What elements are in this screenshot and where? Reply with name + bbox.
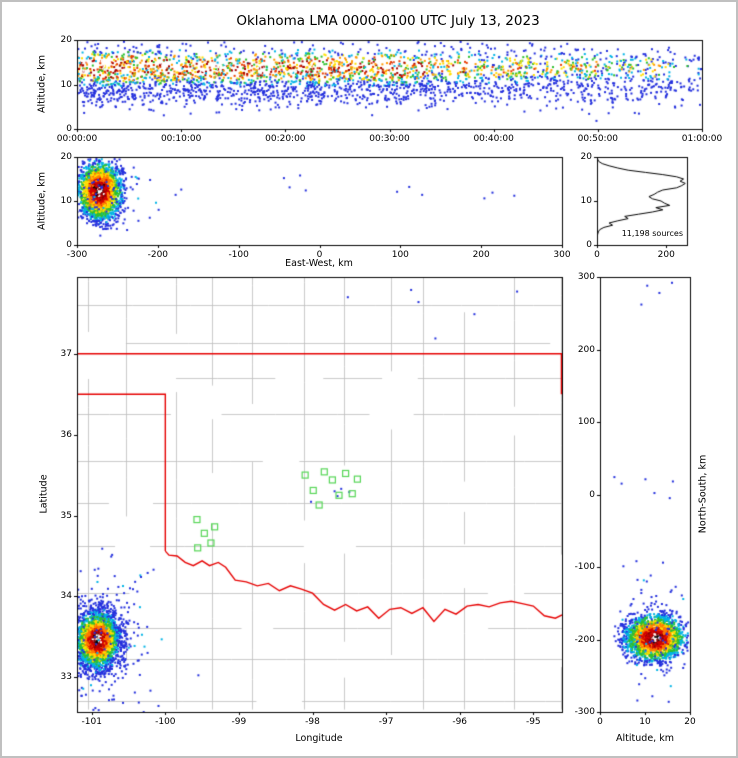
ns-x-tick-label: 0 bbox=[597, 717, 603, 727]
ew-panel-ylabel: Altitude, km bbox=[36, 172, 48, 230]
map-x-tick-label: -98 bbox=[305, 717, 320, 727]
ns-y-tick-label: 100 bbox=[577, 417, 595, 427]
ew-x-tick-label: -200 bbox=[147, 250, 169, 260]
ew-x-tick-label: -300 bbox=[66, 250, 88, 260]
ns-y-tick-label: 0 bbox=[589, 489, 595, 500]
ns-y-tick-label: -300 bbox=[574, 707, 595, 717]
time-x-tick-label: 00:50:00 bbox=[577, 134, 619, 144]
map-x-tick-label: -101 bbox=[81, 717, 102, 727]
ew-x-tick-label: 300 bbox=[553, 250, 571, 260]
ew-x-tick-label: -100 bbox=[228, 250, 249, 260]
map-y-tick-label: 36 bbox=[60, 429, 72, 440]
time-panel-ylabel: Altitude, km bbox=[36, 55, 48, 113]
ns-y-tick-label: 300 bbox=[577, 272, 595, 282]
map-y-tick-label: 35 bbox=[60, 510, 72, 521]
map-xlabel: Longitude bbox=[295, 733, 343, 744]
hist-x-tick-label: 200 bbox=[657, 250, 675, 260]
map-y-tick-label: 33 bbox=[60, 672, 72, 683]
ns-x-tick-label: 10 bbox=[639, 717, 651, 727]
map-x-tick-label: -99 bbox=[231, 717, 247, 727]
time-x-tick-label: 00:40:00 bbox=[473, 134, 514, 144]
map-x-tick-label: -96 bbox=[452, 717, 468, 727]
ns-y-tick-label: -100 bbox=[574, 562, 595, 572]
ew-x-tick-label: 200 bbox=[472, 250, 490, 260]
ew-y-tick-label: 0 bbox=[66, 240, 72, 250]
time-x-tick-label: 00:30:00 bbox=[369, 134, 410, 144]
ew-x-tick-label: 0 bbox=[316, 250, 323, 260]
time-x-tick-label: 01:00:00 bbox=[681, 134, 723, 144]
map-x-tick-label: -97 bbox=[378, 717, 394, 727]
time-x-tick-label: 00:10:00 bbox=[160, 134, 202, 144]
map-y-tick-label: 37 bbox=[60, 348, 72, 359]
hist-y-tick-label: 0 bbox=[586, 240, 592, 250]
ns-y-tick-label: -200 bbox=[574, 634, 595, 645]
map-ylabel: Latitude bbox=[38, 474, 50, 514]
ns-panel-xlabel: Altitude, km bbox=[616, 733, 674, 744]
map-x-tick-label: -95 bbox=[525, 717, 541, 727]
ew-y-tick-label: 10 bbox=[60, 196, 72, 206]
time-y-tick-label: 20 bbox=[60, 35, 72, 45]
figure-title: Oklahoma LMA 0000-0100 UTC July 13, 2023 bbox=[236, 13, 540, 29]
source-count-annotation: 11,198 sources bbox=[621, 229, 683, 238]
hist-x-tick-label: 0 bbox=[594, 250, 600, 260]
ew-y-tick-label: 20 bbox=[60, 152, 72, 162]
hist-y-tick-label: 20 bbox=[580, 152, 592, 162]
ew-panel-xlabel: East-West, km bbox=[285, 258, 353, 269]
ns-y-tick-label: 200 bbox=[577, 344, 595, 355]
time-y-tick-label: 0 bbox=[66, 124, 72, 134]
ew-x-tick-label: 100 bbox=[391, 250, 409, 260]
map-x-tick-label: -100 bbox=[155, 717, 176, 727]
time-x-tick-label: 00:00:00 bbox=[56, 134, 98, 144]
ns-panel-ylabel: North-South, km bbox=[697, 454, 709, 534]
time-y-tick-label: 10 bbox=[60, 79, 72, 90]
time-x-tick-label: 00:20:00 bbox=[265, 134, 306, 144]
hist-y-tick-label: 10 bbox=[580, 196, 592, 206]
ns-x-tick-label: 20 bbox=[684, 717, 696, 727]
map-y-tick-label: 34 bbox=[60, 591, 72, 602]
